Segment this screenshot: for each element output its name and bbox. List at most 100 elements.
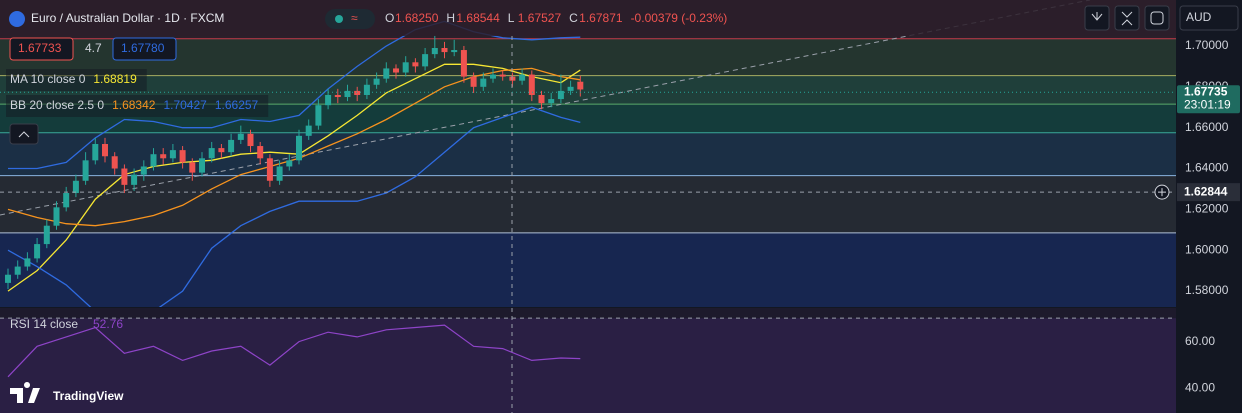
candle-body	[228, 139, 235, 153]
candle-body	[344, 90, 351, 98]
spread: 4.7	[85, 41, 102, 55]
candle-body	[548, 99, 555, 104]
candle-body	[305, 125, 312, 136]
candle-body	[266, 158, 273, 181]
candle-body	[34, 244, 41, 259]
add-alert-plus	[1158, 188, 1166, 197]
candle-body	[296, 135, 302, 161]
rsi-value: 52.76	[93, 317, 123, 331]
candle-body	[363, 84, 370, 95]
candle-body	[5, 274, 11, 283]
candle-body	[402, 62, 409, 73]
candle-body	[111, 156, 118, 169]
countdown: 23:01:19	[1184, 97, 1231, 111]
candle-body	[490, 74, 496, 79]
candle-body	[63, 193, 70, 208]
candle-body	[422, 54, 429, 67]
candle-body	[208, 148, 215, 159]
candle-body	[334, 94, 341, 98]
currency-box[interactable]	[1179, 5, 1239, 31]
symbol-icon	[9, 11, 25, 27]
indicator-value: 1.68819	[93, 72, 137, 86]
candle-body	[528, 74, 535, 95]
candle-body	[160, 154, 167, 159]
ohlc-key: L	[508, 11, 515, 25]
y-tick-label: 1.66000	[1185, 120, 1229, 134]
candle-body	[131, 174, 138, 185]
ohlc-value: 1.67871	[579, 11, 623, 25]
indicator-label: MA 10 close 0	[10, 72, 86, 86]
candle-body	[325, 94, 332, 106]
title: Euro / Australian Dollar · 1D · FXCM	[31, 11, 224, 25]
icon-restore	[1150, 11, 1164, 25]
candle-body	[14, 266, 21, 275]
y-tick-label: 1.62000	[1185, 202, 1229, 216]
zone	[0, 132, 1176, 176]
candle-body	[354, 90, 361, 95]
rsi-line	[7, 324, 581, 378]
bid: 1.67733	[18, 41, 62, 55]
rsi-band	[0, 318, 1176, 413]
candle-body	[199, 158, 205, 173]
change: -0.00379 (-0.23%)	[631, 11, 728, 25]
candle-body	[315, 105, 322, 126]
candle-body	[140, 166, 147, 175]
indicator-value: 1.70427	[163, 98, 207, 112]
candle-body	[82, 160, 89, 181]
collapse-icon	[18, 131, 30, 138]
status-wave: ≈	[351, 11, 358, 25]
ohlc-value: 1.68544	[456, 11, 500, 25]
candle-body	[393, 68, 399, 73]
candle-body	[567, 86, 574, 91]
legend-bg	[6, 95, 269, 117]
last-price: 1.67735	[1184, 84, 1228, 98]
crosshair-price: 1.62844	[1184, 184, 1228, 198]
candle-body	[189, 162, 196, 173]
candle-body	[237, 133, 244, 140]
ohlc-value: 1.68250	[395, 11, 439, 25]
candle-body	[169, 150, 176, 159]
crosshair-box	[1177, 183, 1240, 202]
indicator-value: 1.68342	[112, 98, 156, 112]
brand: TradingView	[53, 389, 124, 403]
zone	[0, 38, 1176, 76]
candle-body	[557, 90, 564, 100]
status-dot	[335, 15, 343, 23]
candle-body	[257, 146, 264, 159]
candle-body	[519, 74, 526, 81]
currency: AUD	[1186, 10, 1212, 24]
legend-bg	[6, 69, 147, 91]
toolbar-button[interactable]	[1114, 5, 1140, 31]
candle-body	[24, 258, 31, 267]
ask: 1.67780	[121, 41, 165, 55]
zone	[0, 175, 1176, 233]
candle-body	[218, 148, 225, 153]
status-pill	[325, 9, 375, 29]
y-tick-label: 1.70000	[1185, 38, 1229, 52]
candle-body	[373, 78, 380, 85]
collapse-button[interactable]	[9, 123, 39, 145]
rsi-legend: RSI 14 close	[10, 317, 78, 331]
candle-body	[286, 160, 293, 167]
rsi-tick-label: 40.00	[1185, 381, 1215, 395]
candle-body	[431, 48, 438, 55]
price-axis	[1176, 0, 1242, 413]
candle-body	[102, 144, 108, 157]
toolbar-button[interactable]	[1144, 5, 1170, 31]
indicator-label: BB 20 close 2.5 0	[10, 98, 104, 112]
candle-body	[150, 154, 157, 167]
candle-body	[72, 180, 79, 194]
candle-body	[53, 207, 60, 226]
bid-box[interactable]	[9, 37, 74, 61]
rsi-tick-label: 60.00	[1185, 334, 1215, 348]
zone	[0, 232, 1176, 307]
icon-down	[1091, 12, 1103, 21]
header-bar	[0, 0, 1176, 36]
icon-collapse	[1121, 11, 1133, 26]
ohlc-key: C	[569, 11, 578, 25]
ohlc-key: O	[385, 11, 394, 25]
y-tick-label: 1.64000	[1185, 161, 1229, 175]
ask-box[interactable]	[112, 37, 177, 61]
candle-body	[499, 74, 506, 77]
